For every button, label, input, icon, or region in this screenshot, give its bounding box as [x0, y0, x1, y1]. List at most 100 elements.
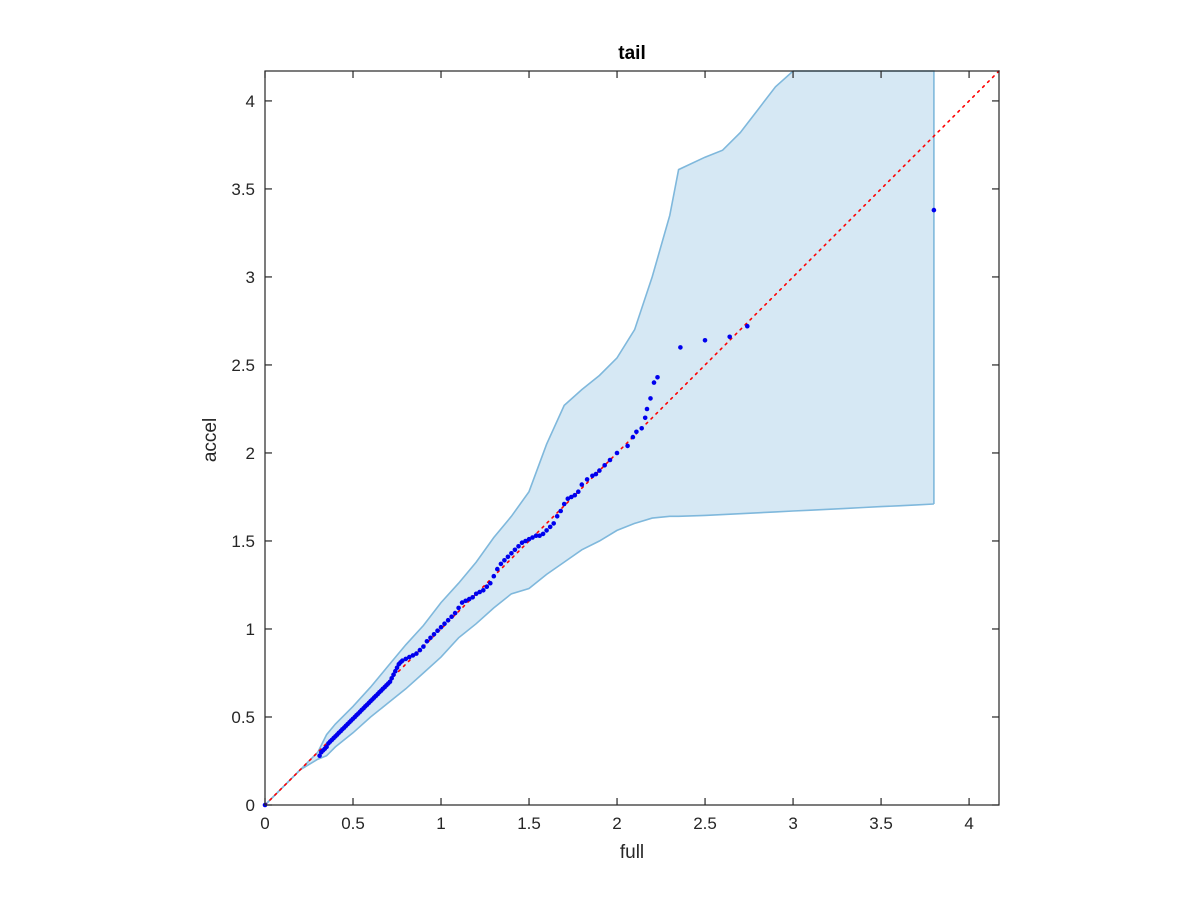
- data-point: [745, 323, 750, 329]
- data-point: [523, 538, 528, 544]
- data-point: [590, 473, 595, 479]
- data-point: [410, 653, 416, 658]
- y-tick-label: 2.5: [231, 356, 255, 375]
- x-tick-label: 3: [788, 814, 797, 833]
- data-point: [509, 551, 514, 556]
- data-points-layer: [262, 207, 937, 808]
- x-axis-label: full: [620, 842, 644, 863]
- data-point: [498, 561, 504, 567]
- y-tick-label: 2: [246, 444, 255, 463]
- data-point: [614, 450, 620, 456]
- data-point: [512, 547, 518, 553]
- x-tick-label: 2: [612, 814, 621, 833]
- data-point: [387, 679, 393, 685]
- data-point: [459, 600, 465, 605]
- data-point: [630, 434, 636, 440]
- data-point: [544, 528, 549, 533]
- data-point: [505, 554, 511, 560]
- confidence-band: [265, 71, 934, 805]
- data-point: [442, 621, 447, 626]
- y-tick-label: 0.5: [231, 708, 255, 727]
- data-point: [431, 632, 437, 637]
- data-point: [403, 656, 409, 662]
- data-point: [572, 492, 578, 498]
- data-point: [569, 494, 574, 500]
- data-point: [565, 496, 571, 502]
- data-point: [584, 477, 590, 482]
- x-tick-label: 0: [260, 814, 269, 833]
- data-point: [456, 605, 461, 611]
- data-point: [607, 457, 613, 463]
- data-point: [558, 508, 563, 514]
- y-tick-label: 3: [246, 268, 255, 287]
- data-point: [516, 544, 521, 549]
- data-point: [634, 429, 639, 435]
- axes-box: [264, 70, 1000, 806]
- data-point: [473, 591, 479, 597]
- data-point: [931, 207, 937, 213]
- data-point: [421, 644, 426, 649]
- chart-title: tail: [618, 43, 645, 64]
- data-point: [391, 672, 396, 677]
- data-point: [579, 482, 585, 487]
- data-point: [488, 580, 493, 586]
- data-point: [540, 531, 546, 537]
- data-point: [625, 443, 630, 449]
- data-point: [414, 651, 419, 656]
- data-point: [317, 753, 322, 758]
- data-point: [530, 535, 535, 540]
- data-point: [407, 654, 412, 660]
- y-tick-label: 0: [246, 796, 255, 815]
- data-point: [470, 595, 476, 600]
- data-point: [438, 624, 444, 630]
- data-point: [642, 415, 648, 421]
- data-point: [452, 610, 458, 616]
- data-point: [389, 676, 395, 681]
- data-point: [424, 639, 430, 644]
- data-point: [597, 468, 602, 473]
- data-point: [393, 668, 398, 674]
- x-tick-label: 4: [964, 814, 973, 833]
- data-point: [537, 533, 542, 538]
- data-point: [533, 533, 539, 538]
- y-axis-label: accel: [200, 418, 221, 462]
- data-point: [651, 380, 657, 385]
- confidence-band-layer: [264, 70, 935, 806]
- x-tick-label: 2.5: [693, 814, 717, 833]
- x-tick-label: 1: [436, 814, 445, 833]
- data-point: [445, 617, 451, 623]
- data-point: [495, 566, 500, 572]
- data-point: [526, 536, 532, 542]
- data-point: [417, 647, 423, 653]
- x-tick-label: 1.5: [517, 814, 541, 833]
- data-point: [324, 744, 329, 750]
- data-point: [463, 598, 469, 604]
- data-point: [648, 396, 653, 401]
- data-point: [644, 406, 650, 412]
- data-point: [428, 635, 433, 641]
- y-tick-label: 3.5: [231, 180, 255, 199]
- data-point: [466, 596, 472, 602]
- band-lower-edge: [264, 503, 934, 806]
- data-point: [484, 584, 490, 589]
- data-point: [576, 489, 581, 495]
- data-point: [519, 540, 525, 545]
- data-point: [547, 524, 553, 530]
- y-tick-label: 1.5: [231, 532, 255, 551]
- data-point: [602, 463, 607, 468]
- y-axis-ticks: 0 0.5 1 1.5 2 2.5 3 3.5 4: [231, 92, 999, 815]
- data-point: [561, 501, 567, 507]
- data-point: [449, 614, 454, 619]
- axes-frame: [264, 70, 1000, 806]
- data-point: [477, 589, 483, 595]
- data-point: [435, 628, 440, 633]
- data-point: [551, 521, 556, 526]
- data-point: [554, 514, 560, 519]
- data-point: [655, 375, 660, 380]
- y-tick-label: 1: [246, 620, 255, 639]
- x-tick-label: 3.5: [869, 814, 893, 833]
- data-point: [491, 573, 497, 579]
- data-point: [727, 334, 732, 340]
- data-point: [593, 471, 599, 477]
